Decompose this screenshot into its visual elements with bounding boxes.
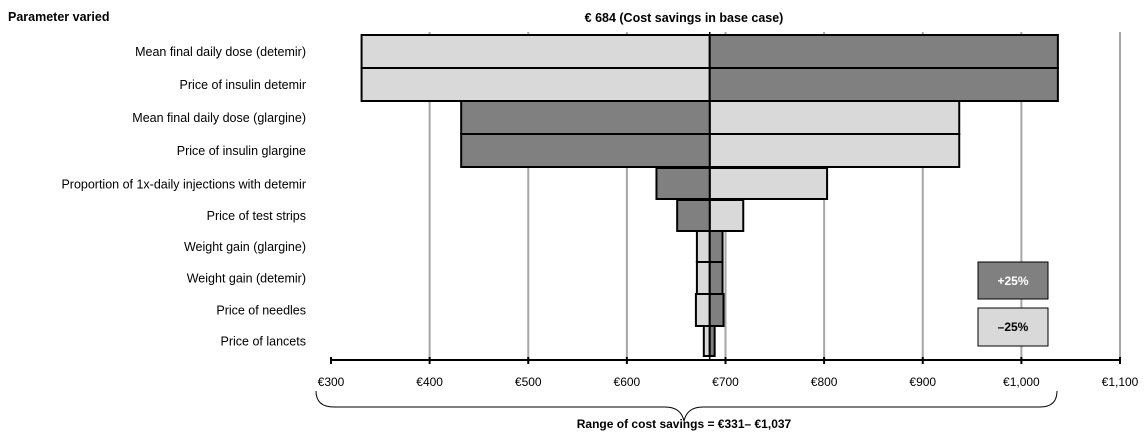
legend: +25% –25% [977,261,1049,347]
category-label: Mean final daily dose (glargine) [132,111,306,125]
legend-plus-label: +25% [997,274,1028,288]
x-tick-label: €400 [416,375,443,389]
category-label: Weight gain (glargine) [184,240,306,254]
bar-plus-25 [708,34,1059,69]
x-tick-label: €700 [712,375,739,389]
range-brace [315,390,1058,422]
bar-minus-25 [708,100,961,135]
bar-plus-25 [708,293,725,327]
legend-minus-label: –25% [998,320,1029,334]
bar-minus-25 [360,34,711,69]
category-label: Weight gain (detemir) [187,272,306,286]
bar-minus-25 [708,199,745,232]
bar-minus-25 [708,133,961,168]
bar-minus-25 [695,261,711,295]
legend-minus-swatch [977,307,1049,347]
category-label: Mean final daily dose (detemir) [135,45,306,59]
bar-plus-25 [655,167,711,200]
bar-plus-25 [708,67,1059,102]
x-tick-label: €1,100 [1102,375,1139,389]
bar-minus-25 [694,293,711,327]
bar-plus-25 [460,133,711,168]
chart-title: € 684 (Cost savings in base case) [585,11,784,25]
bars [360,32,1059,360]
range-label: Range of cost savings = €331– €1,037 [577,417,792,431]
bar-plus-25 [708,261,724,295]
category-label: Proportion of 1x-daily injections with d… [61,178,306,192]
bar-minus-25 [360,67,711,102]
parameter-header: Parameter varied [8,10,109,24]
category-label: Price of lancets [221,335,306,349]
x-tick-label: €300 [318,375,345,389]
category-label: Price of insulin detemir [180,78,306,92]
bar-plus-25 [460,100,711,135]
bar-plus-25 [708,230,724,263]
x-tick-label: €900 [909,375,936,389]
x-tick-label: €600 [614,375,641,389]
x-tick-label: €800 [811,375,838,389]
legend-plus-swatch [977,261,1049,300]
bar-plus-25 [676,199,711,232]
x-tick-label: €1,000 [1003,375,1040,389]
category-label: Price of test strips [207,209,306,223]
bar-minus-25 [708,167,829,200]
category-label: Price of insulin glargine [177,144,306,158]
category-label: Price of needles [216,304,306,318]
bar-minus-25 [695,230,711,263]
category-labels: Mean final daily dose (detemir) Price of … [61,45,306,349]
x-axis: €300 €400 €500 €600 €700 €800 €900 €1,000 €1,100 [318,357,1139,389]
x-tick-label: €500 [515,375,542,389]
